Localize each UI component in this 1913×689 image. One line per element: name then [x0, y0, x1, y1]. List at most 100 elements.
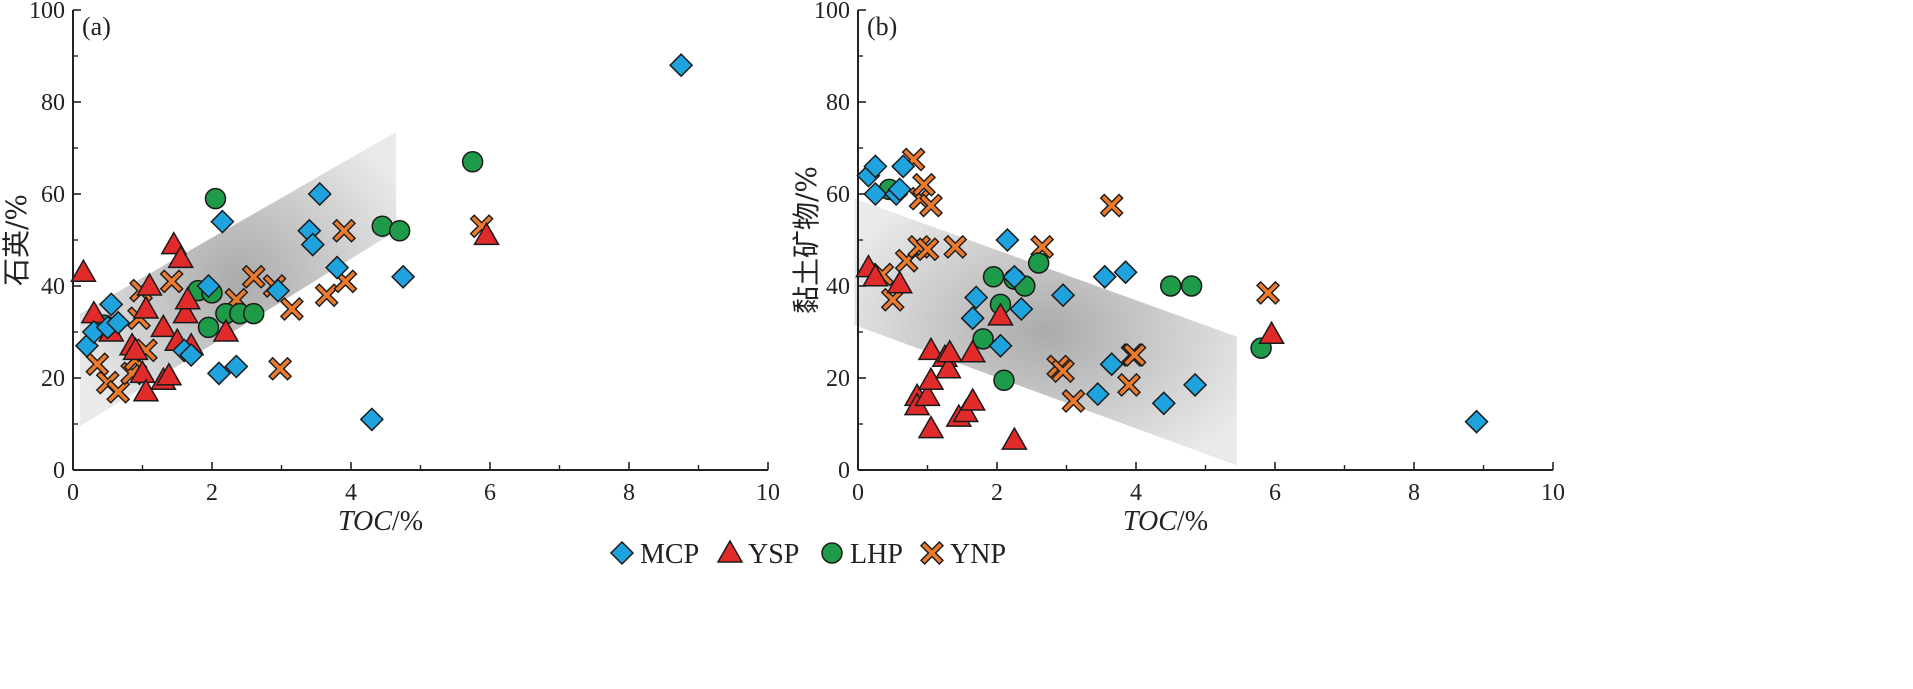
trend-band-a [79, 131, 397, 427]
point-b-lhp-7 [1027, 252, 1050, 274]
panel-label-a: (a) [82, 12, 111, 41]
point-b-mcp-14 [1092, 264, 1117, 289]
legend-label-lhp: LHP [850, 539, 903, 570]
point-b-mcp-15 [1099, 352, 1124, 377]
point-a-lhp-7 [242, 302, 265, 325]
legend-item-ynp: YNP [920, 539, 1006, 570]
point-a-mcp-11 [265, 278, 291, 303]
y-tick-label-b-4: 80 [826, 90, 850, 116]
point-a-mcp-13 [300, 232, 325, 257]
points-b [855, 147, 1489, 450]
diamond-icon [609, 540, 635, 566]
point-b-ynp-17 [1122, 343, 1147, 367]
point-a-ynp-14 [314, 283, 339, 308]
point-a-mcp-9 [210, 209, 235, 234]
points-a [70, 53, 694, 432]
point-a-ysp-9 [150, 313, 177, 338]
point-b-ynp-7 [915, 237, 940, 262]
point-b-ysp-18 [1258, 320, 1285, 345]
circle-icon [821, 542, 843, 564]
point-b-ynp-15 [1117, 372, 1142, 397]
point-a-lhp-2 [197, 316, 220, 339]
y-tick-label-a-2: 40 [41, 274, 65, 300]
x-tick-label-b-0: 0 [852, 480, 864, 506]
x-tick-label-a-2: 4 [345, 480, 357, 506]
y-tick-label-a-3: 60 [41, 182, 65, 208]
y-tick-label-a-1: 20 [41, 366, 65, 392]
point-b-mcp-11 [1009, 296, 1034, 322]
point-b-mcp-4 [887, 177, 912, 202]
point-a-mcp-18 [669, 53, 694, 78]
point-b-mcp-13 [1085, 382, 1110, 407]
point-a-mcp-3 [99, 292, 124, 317]
point-b-mcp-16 [1113, 260, 1138, 285]
point-b-ysp-11 [936, 339, 964, 363]
legend-label-ysp: YSP [748, 539, 799, 570]
point-a-mcp-4 [106, 310, 131, 335]
point-a-ynp-13 [279, 297, 304, 321]
x-tick-label-a-1: 2 [206, 480, 218, 506]
point-b-lhp-8 [1160, 275, 1182, 297]
point-b-lhp-9 [1180, 275, 1203, 297]
legend-item-lhp: LHP [821, 539, 903, 570]
point-b-mcp-9 [995, 227, 1020, 253]
point-a-ynp-8 [159, 269, 184, 294]
x-axis-title-b: TOC/% [1123, 506, 1208, 537]
point-b-ysp-7 [917, 336, 945, 361]
x-axis-title-b-unit: /% [1177, 506, 1208, 537]
point-b-ynp-14 [1099, 193, 1124, 218]
point-a-mcp-14 [307, 181, 332, 207]
point-b-lhp-1 [972, 328, 994, 350]
trend-band-b [854, 198, 1237, 466]
point-b-ysp-14 [959, 387, 986, 411]
x-tick-label-a-4: 8 [623, 480, 635, 506]
y-tick-label-b-3: 60 [826, 182, 850, 208]
point-b-ysp-1 [862, 263, 889, 287]
point-b-mcp-8 [988, 333, 1013, 358]
point-b-mcp-18 [1183, 372, 1208, 397]
y-tick-label-a-4: 80 [41, 90, 65, 116]
point-b-mcp-12 [1050, 283, 1076, 308]
point-a-mcp-6 [179, 342, 204, 368]
x-axis-title-a-name: TOC [338, 506, 392, 537]
point-b-ysp-5 [914, 382, 941, 407]
point-a-ynp-10 [241, 264, 266, 289]
point-b-ynp-8 [918, 193, 943, 218]
y-tick-label-a-0: 0 [53, 458, 65, 484]
point-b-mcp-6 [960, 306, 985, 331]
point-a-mcp-8 [206, 361, 232, 386]
point-a-ynp-0 [85, 352, 110, 377]
point-b-ysp-15 [959, 339, 986, 363]
y-tick-label-b-2: 40 [826, 274, 850, 300]
point-b-ysp-13 [952, 398, 980, 423]
legend-item-mcp: MCP [609, 539, 699, 570]
y-tick-label-b-1: 20 [826, 366, 850, 392]
point-b-mcp-2 [863, 181, 888, 207]
point-b-ynp-6 [912, 172, 937, 197]
x-axis-title-a: TOC/% [338, 506, 423, 537]
legend-label-ynp: YNP [950, 539, 1006, 570]
point-a-mcp-7 [196, 273, 221, 299]
y-axis-title-b: 黏土矿物/% [790, 166, 823, 314]
point-b-ysp-16 [987, 302, 1014, 326]
y-axis-title-a: 石英/% [0, 194, 33, 286]
point-b-ynp-18 [1256, 280, 1281, 305]
point-b-ynp-9 [943, 234, 968, 259]
point-a-ysp-19 [473, 221, 500, 246]
legend: MCP YSP LHP YNP [609, 539, 1006, 570]
point-a-mcp-17 [391, 264, 416, 289]
x-axis-title-a-unit: /% [392, 506, 423, 537]
point-a-ysp-6 [132, 378, 160, 402]
panel-label-b: (b) [867, 12, 897, 41]
point-a-ysp-4 [122, 336, 149, 361]
y-tick-label-a-5: 100 [29, 0, 65, 24]
point-b-ysp-8 [917, 366, 945, 391]
point-a-ysp-11 [155, 362, 183, 386]
point-a-ysp-0 [70, 258, 97, 282]
point-a-mcp-15 [325, 255, 350, 280]
point-b-mcp-5 [891, 154, 916, 179]
